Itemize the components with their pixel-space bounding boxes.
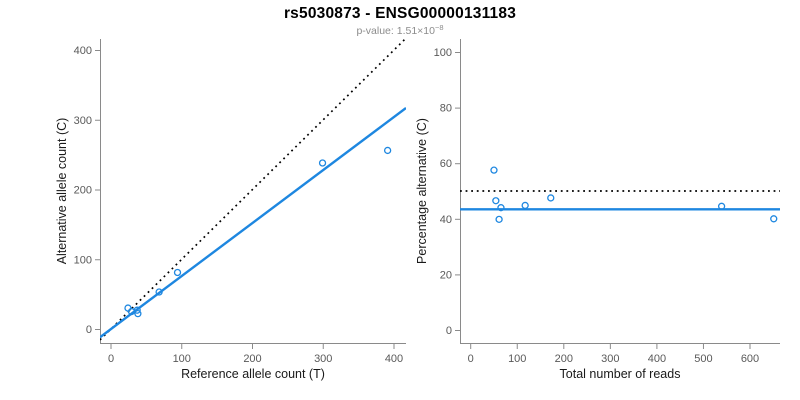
p-value-exponent: −8	[434, 23, 444, 32]
plot-title: rs5030873 - ENSG00000131183	[283, 5, 517, 22]
x-tick-label: 500	[694, 353, 712, 365]
right-panel: 0 100 200 300 400 500 600 0 20 40 60 80 100 Total num…	[415, 39, 780, 381]
x-tick-label: 0	[108, 353, 114, 365]
data-point	[173, 268, 182, 277]
p-value-times-ten: ×10	[417, 25, 435, 37]
x-tick-label: 200	[243, 353, 261, 365]
y-axis-title: Percentage alternative (C)	[415, 118, 429, 264]
data-point	[717, 202, 726, 210]
p-value-label: p-value:	[356, 25, 397, 37]
data-point	[770, 215, 778, 223]
data-point	[492, 197, 500, 205]
x-tick-label: 300	[601, 353, 619, 365]
data-point	[383, 146, 392, 155]
plot-subtitle: p-value: 1.51×10−8	[0, 23, 800, 37]
y-axis-title: Alternative allele count (C)	[55, 118, 69, 265]
y-tick-label: 80	[440, 103, 452, 115]
data-point	[155, 288, 163, 296]
y-tick-label: 0	[446, 325, 452, 337]
data-point	[495, 215, 503, 224]
x-tick-label: 600	[741, 353, 759, 365]
y-tick-label: 200	[74, 185, 92, 197]
data-point	[318, 159, 327, 167]
x-axis-title: Reference allele count (T)	[181, 367, 325, 381]
x-tick-label: 400	[648, 353, 666, 365]
y-tick-label: 300	[74, 115, 92, 127]
x-tick-label: 100	[508, 353, 526, 365]
y-tick-label: 100	[434, 47, 452, 59]
x-tick-label: 200	[555, 353, 573, 365]
data-point	[547, 194, 555, 202]
x-tick-label: 400	[385, 353, 403, 365]
data-point	[133, 306, 141, 314]
data-point	[124, 304, 132, 312]
fit-line	[100, 107, 406, 339]
x-tick-label: 0	[468, 353, 474, 365]
y-tick-label: 20	[440, 269, 452, 281]
data-point	[521, 201, 529, 210]
data-point	[490, 166, 498, 174]
y-tick-label: 60	[440, 158, 452, 170]
y-tick-label: 0	[86, 324, 92, 336]
x-tick-label: 300	[314, 353, 332, 365]
identity-line	[100, 39, 406, 341]
left-panel: 0 100 200 300 400 0 100 200 300 400 Reference alle…	[55, 39, 406, 381]
x-axis-title: Total number of reads	[560, 367, 681, 381]
y-tick-label: 100	[74, 254, 92, 266]
p-value-mantissa: 1.51	[396, 25, 418, 37]
y-tick-label: 400	[74, 45, 92, 57]
data-point	[134, 310, 142, 318]
x-tick-label: 100	[173, 353, 191, 365]
y-tick-label: 40	[440, 214, 452, 226]
data-point	[497, 204, 505, 212]
